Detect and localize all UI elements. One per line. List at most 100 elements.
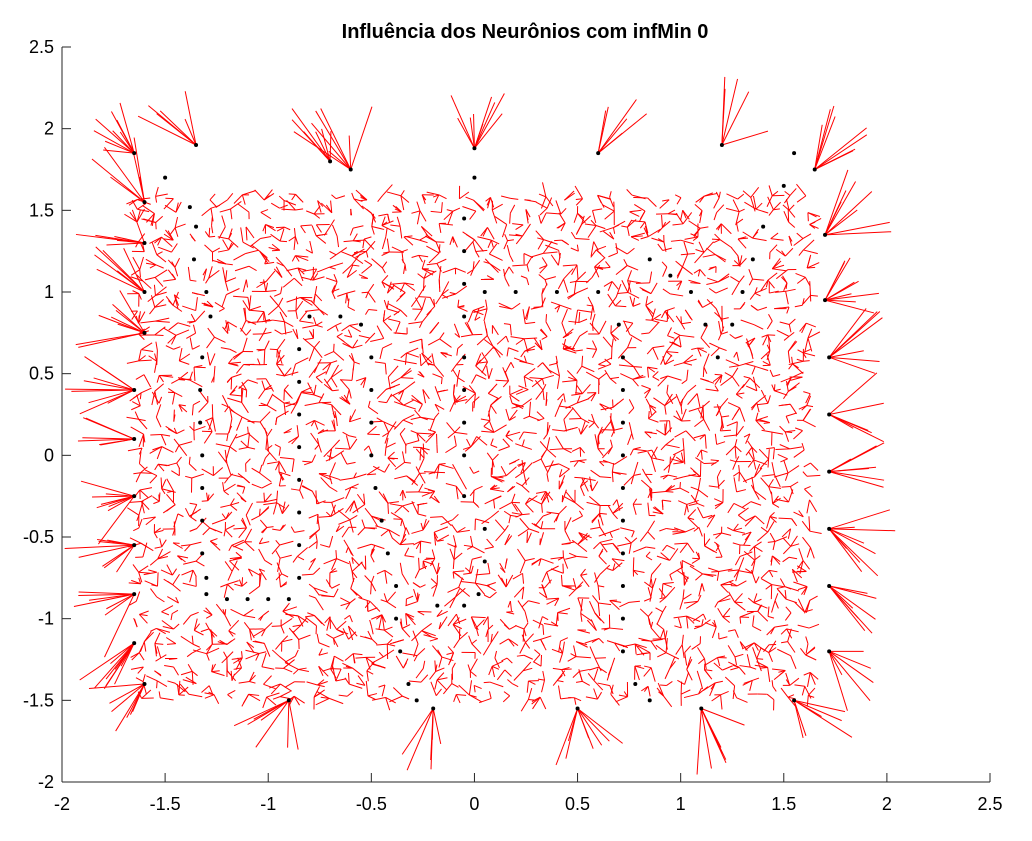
influence-line [590, 249, 597, 258]
influence-line [284, 681, 295, 688]
influence-line [254, 189, 265, 201]
influence-line [742, 231, 753, 239]
influence-line [609, 685, 614, 695]
influence-line [482, 642, 492, 656]
edge-influence-line [824, 293, 852, 301]
influence-line [490, 398, 499, 406]
influence-line [436, 562, 440, 575]
influence-line [594, 422, 600, 429]
influence-line [760, 279, 769, 292]
edge-influence-line [104, 140, 135, 154]
influence-line [739, 257, 747, 266]
influence-line [674, 194, 682, 199]
influence-line [781, 528, 791, 538]
influence-line [157, 548, 164, 560]
influence-line [217, 249, 229, 253]
influence-line [453, 552, 463, 561]
influence-line [213, 694, 220, 705]
neuron-point [462, 216, 467, 221]
influence-line [716, 571, 720, 581]
influence-line [149, 558, 159, 566]
influence-line [661, 500, 664, 508]
influence-line [204, 244, 213, 253]
edge-neuron-point [823, 232, 828, 237]
influence-line [662, 583, 673, 588]
influence-line [586, 501, 601, 507]
influence-line [734, 335, 743, 339]
influence-line [185, 676, 197, 685]
influence-line [580, 575, 590, 588]
influence-line [597, 682, 610, 687]
influence-line [676, 569, 684, 576]
influence-line [668, 213, 678, 215]
influence-line [457, 343, 464, 349]
influence-line [662, 499, 672, 502]
influence-line [557, 607, 571, 614]
influence-line [603, 230, 615, 240]
influence-line [258, 537, 264, 544]
influence-line [791, 518, 798, 527]
influence-line [650, 627, 661, 639]
influence-line [475, 353, 482, 367]
influence-line [542, 182, 547, 197]
influence-line [335, 418, 338, 427]
influence-line [662, 199, 670, 202]
influence-line [335, 195, 346, 200]
influence-line [366, 670, 369, 682]
influence-line [381, 216, 386, 226]
influence-line [632, 378, 639, 387]
influence-line [174, 257, 181, 268]
edge-influence-line [721, 91, 750, 146]
influence-line [667, 327, 672, 336]
influence-line [690, 486, 699, 491]
influence-line [620, 527, 635, 532]
influence-line [446, 652, 454, 655]
influence-line [349, 683, 363, 689]
influence-line [708, 287, 717, 294]
influence-line [808, 516, 811, 532]
neuron-point [472, 175, 477, 180]
influence-line [271, 625, 282, 627]
influence-line [190, 279, 197, 282]
influence-line [228, 630, 236, 635]
edge-influence-line [793, 699, 853, 738]
influence-line [660, 444, 667, 451]
influence-line [156, 446, 163, 460]
influence-line [507, 600, 511, 608]
edge-influence-line [828, 528, 876, 555]
influence-line [502, 695, 511, 703]
influence-line [288, 627, 300, 640]
influence-line [134, 411, 140, 420]
influence-line [749, 546, 755, 552]
neuron-point [307, 314, 312, 319]
influence-line [609, 531, 613, 538]
influence-line [229, 394, 243, 397]
influence-line [241, 651, 243, 658]
influence-line [796, 195, 807, 203]
edge-neuron-point [596, 151, 601, 156]
influence-line [145, 262, 156, 266]
influence-line [550, 301, 561, 306]
influence-line [319, 473, 330, 477]
influence-line [383, 649, 395, 658]
influence-line [285, 613, 299, 617]
influence-line [785, 380, 789, 392]
x-tick-label: -2 [54, 794, 70, 814]
neuron-point [554, 290, 559, 294]
influence-line [308, 558, 316, 571]
influence-line [154, 546, 162, 549]
influence-line [680, 452, 684, 463]
influence-line [205, 277, 210, 284]
influence-line [347, 306, 356, 312]
influence-line [655, 644, 667, 654]
influence-line [783, 335, 790, 341]
influence-line [744, 531, 752, 541]
influence-line [647, 197, 657, 208]
influence-line [439, 463, 454, 469]
influence-line [266, 696, 277, 706]
influence-line [694, 489, 699, 503]
influence-line [182, 305, 196, 312]
influence-line [750, 402, 758, 409]
influence-line [557, 393, 565, 401]
influence-line [492, 453, 499, 461]
